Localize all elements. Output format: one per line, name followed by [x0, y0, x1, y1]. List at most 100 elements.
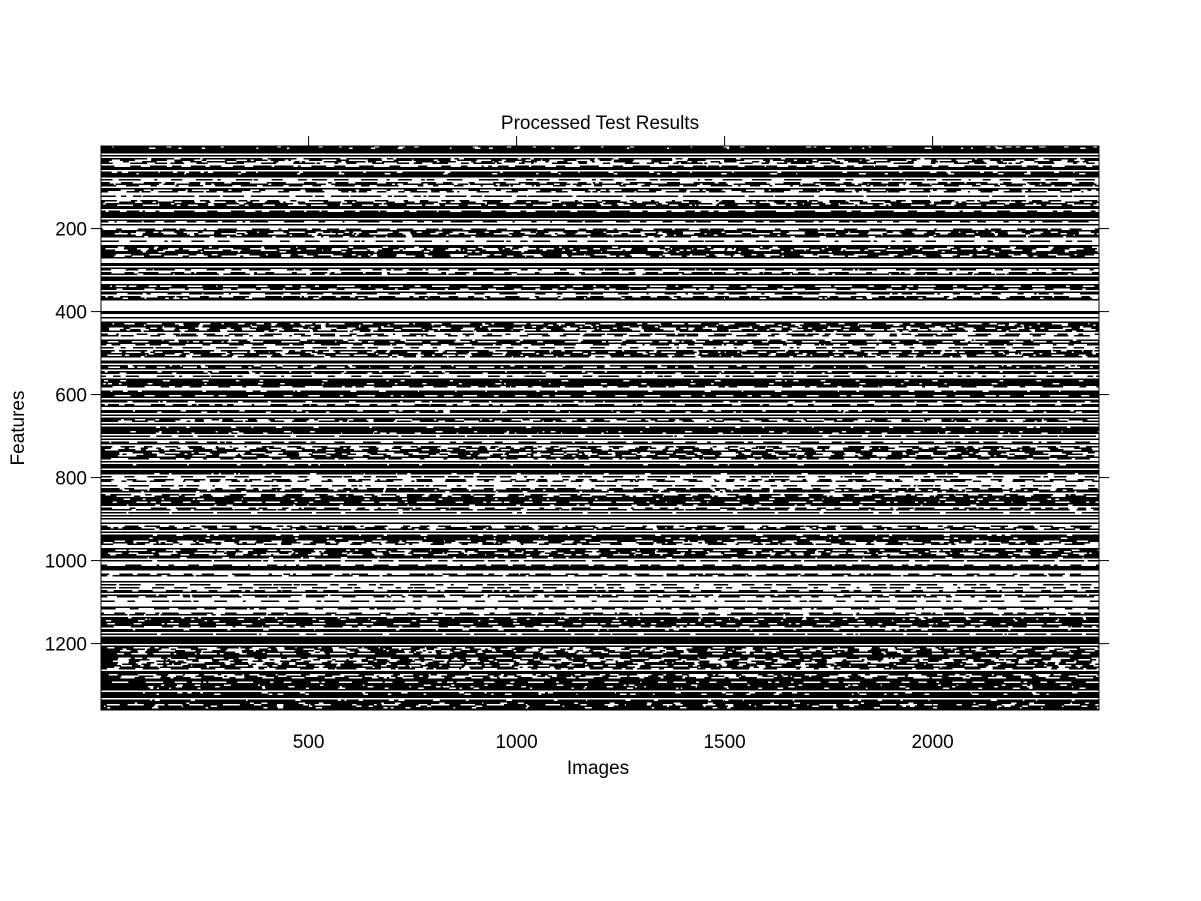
heatmap-cell — [973, 327, 986, 329]
heatmap-cell — [537, 269, 542, 271]
heatmap-cell — [943, 404, 963, 406]
heatmap-cell — [818, 269, 825, 271]
heatmap-row — [101, 288, 1099, 290]
heatmap-cell — [471, 426, 527, 428]
heatmap-cell — [336, 341, 349, 343]
heatmap-cell — [108, 380, 121, 382]
heatmap-cell — [905, 554, 919, 556]
heatmap-cell — [418, 452, 440, 454]
heatmap-cell — [188, 185, 203, 187]
heatmap-cell — [653, 228, 673, 230]
heatmap-cell — [214, 560, 262, 562]
heatmap-cell — [487, 372, 530, 374]
heatmap-cell — [592, 191, 598, 193]
heatmap-cell — [126, 185, 139, 187]
heatmap-cell — [252, 390, 261, 392]
heatmap-cell — [769, 233, 787, 235]
heatmap-cell — [838, 221, 850, 223]
heatmap-cell — [130, 395, 145, 397]
heatmap-cell — [560, 473, 583, 475]
heatmap-cell — [101, 251, 143, 253]
heatmap-cell — [253, 165, 272, 167]
heatmap-cell — [595, 395, 616, 397]
heatmap-cell — [566, 204, 577, 206]
heatmap-cell — [523, 552, 541, 554]
heatmap-cell — [292, 344, 304, 346]
heatmap-cell — [1069, 501, 1087, 503]
heatmap-cell — [959, 210, 963, 212]
heatmap-cell — [279, 501, 295, 503]
heatmap-cell — [676, 161, 688, 163]
heatmap-cell — [997, 383, 1053, 385]
heatmap-cell — [855, 455, 858, 457]
heatmap-cell — [1018, 375, 1037, 377]
heatmap-row — [101, 233, 1097, 235]
heatmap-cell — [995, 327, 1017, 329]
heatmap-cell — [127, 386, 145, 388]
heatmap-cell — [101, 536, 1099, 538]
heatmap-cell — [1073, 527, 1091, 529]
heatmap-cell — [224, 552, 236, 554]
heatmap-cell — [828, 246, 889, 248]
heatmap-cell — [770, 395, 782, 397]
heatmap-cell — [751, 452, 768, 454]
heatmap-cell — [222, 249, 232, 251]
heatmap-cell — [956, 254, 970, 256]
heatmap-cell — [101, 495, 117, 497]
heatmap-cell — [276, 549, 281, 551]
heatmap-cell — [305, 285, 315, 287]
heatmap-row — [101, 405, 1099, 407]
heatmap-cell — [853, 464, 905, 466]
heatmap-cell — [176, 296, 190, 298]
heatmap-cell — [538, 485, 548, 487]
heatmap-cell — [495, 344, 502, 346]
heatmap-cell — [630, 182, 652, 184]
heatmap-cell — [733, 183, 771, 185]
heatmap-cell — [133, 204, 143, 206]
heatmap-cell — [125, 269, 139, 271]
heatmap-cell — [419, 390, 456, 392]
heatmap-cell — [174, 249, 190, 251]
heatmap-cell — [869, 551, 925, 553]
heatmap-cell — [543, 420, 553, 422]
heatmap-cell — [1064, 366, 1069, 368]
heatmap-cell — [254, 272, 257, 274]
heatmap-cell — [183, 324, 199, 326]
heatmap-cell — [714, 480, 720, 482]
heatmap-cell — [1094, 185, 1099, 187]
heatmap-cell — [236, 179, 253, 181]
heatmap-cell — [535, 233, 545, 235]
heatmap-cell — [1009, 507, 1024, 509]
heatmap-cell — [221, 420, 243, 422]
heatmap-cell — [190, 165, 206, 167]
heatmap-cell — [940, 326, 959, 328]
heatmap-cell — [696, 507, 708, 509]
heatmap-cell — [999, 179, 1011, 181]
heatmap-cell — [654, 372, 676, 374]
heatmap-cell — [804, 560, 858, 562]
heatmap-cell — [166, 540, 178, 542]
heatmap-cell — [1031, 495, 1052, 497]
heatmap-cell — [376, 251, 424, 253]
heatmap-cell — [790, 185, 793, 187]
heatmap-cell — [365, 171, 397, 173]
heatmap-cell — [980, 191, 993, 193]
heatmap-cell — [450, 171, 501, 173]
heatmap-cell — [433, 248, 449, 250]
heatmap-cell — [978, 272, 992, 274]
heatmap-cell — [1044, 327, 1063, 329]
heatmap-cell — [154, 395, 170, 397]
heatmap-cell — [447, 455, 467, 457]
heatmap-cell — [589, 504, 632, 506]
heatmap-row — [101, 537, 1099, 539]
heatmap-cell — [863, 356, 876, 358]
heatmap-cell — [413, 159, 434, 161]
heatmap-cell — [611, 501, 617, 503]
heatmap-cell — [1083, 380, 1099, 382]
heatmap-cell — [1045, 146, 1064, 148]
heatmap-cell — [1062, 557, 1083, 559]
heatmap-cell — [198, 404, 210, 406]
heatmap-cell — [456, 351, 470, 353]
heatmap-cell — [308, 411, 327, 413]
heatmap-cell — [1064, 354, 1079, 356]
